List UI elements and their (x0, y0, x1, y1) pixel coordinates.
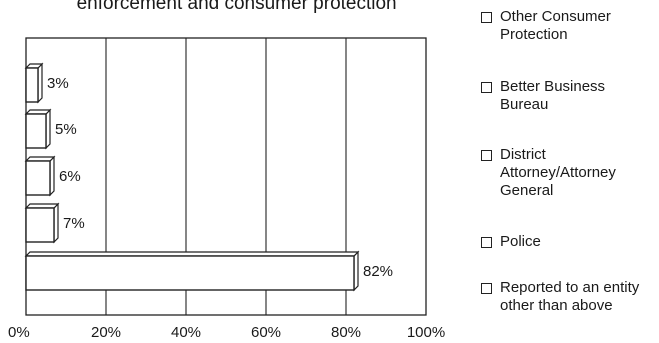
x-tick-label: 40% (171, 324, 201, 341)
x-tick-label: 60% (251, 324, 281, 341)
legend-label: Better Business Bureau (500, 78, 606, 113)
bar (24, 155, 56, 197)
data-label: 6% (59, 168, 81, 185)
bar-chart: 3% 5% 6% 7% 82% 0% 20% 40% 60% 80% 100% (8, 37, 445, 341)
data-label: 5% (55, 121, 77, 138)
legend-swatch (481, 237, 492, 248)
legend-label: Police (500, 233, 541, 250)
legend-item: Police (481, 233, 651, 251)
bar (24, 202, 60, 244)
x-tick-label: 100% (407, 324, 445, 341)
x-tick-label: 0% (8, 324, 30, 341)
legend-item: Other Consumer Protection (481, 8, 651, 44)
legend-swatch (481, 150, 492, 161)
x-tick-label: 80% (331, 324, 361, 341)
data-label: 7% (63, 215, 85, 232)
bar (24, 250, 360, 292)
legend-swatch (481, 283, 492, 294)
legend-label: Reported to an entity other than above (500, 279, 640, 314)
bar (24, 108, 52, 150)
legend-item: Reported to an entity other than above (481, 279, 651, 315)
legend-item: District Attorney/Attorney General (481, 146, 651, 200)
data-label: 3% (47, 75, 69, 92)
legend-swatch (481, 12, 492, 23)
chart-title: enforcement and consumer protection" (76, 0, 404, 14)
legend-label: Other Consumer Protection (500, 8, 611, 43)
legend-label: District Attorney/Attorney General (500, 146, 616, 199)
x-tick-label: 20% (91, 324, 121, 341)
bar (24, 62, 44, 104)
legend-item: Better Business Bureau (481, 78, 651, 114)
legend-swatch (481, 82, 492, 93)
data-label: 82% (363, 263, 393, 280)
